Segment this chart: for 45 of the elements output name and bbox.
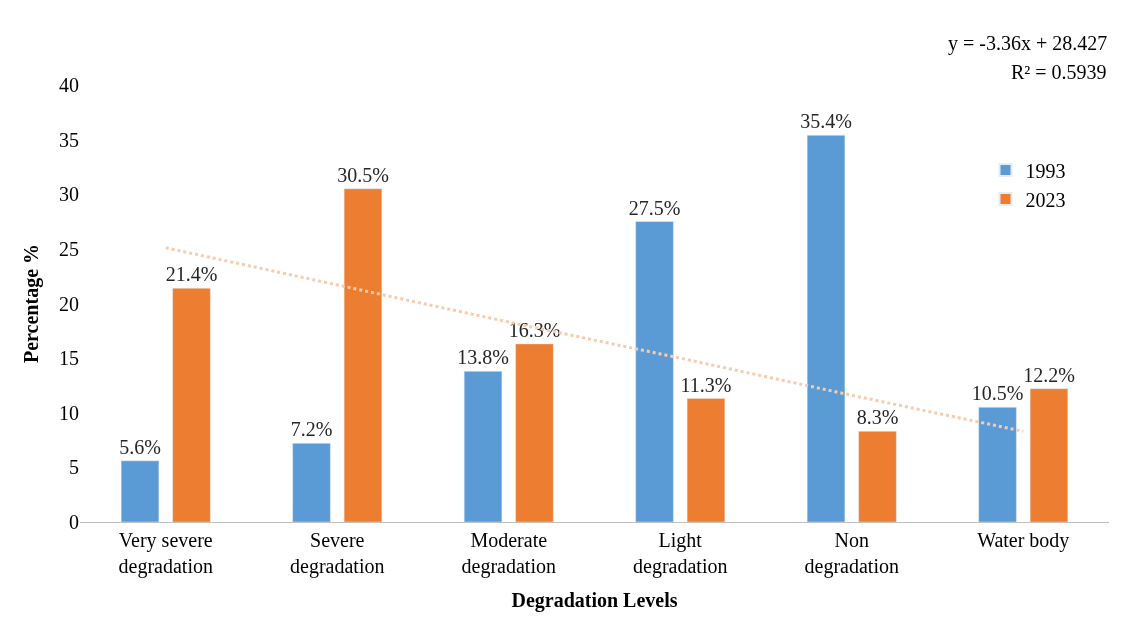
bar bbox=[120, 460, 160, 522]
data-label: 12.2% bbox=[1023, 363, 1075, 386]
bar bbox=[858, 431, 897, 522]
y-tick-label: 5 bbox=[69, 456, 79, 479]
y-tick-label: 0 bbox=[69, 511, 79, 533]
x-tick-label: Moderate degradation bbox=[461, 529, 556, 578]
text: R² = 0.5939 bbox=[1011, 61, 1107, 83]
bar bbox=[463, 370, 503, 522]
x-tick-label: Very severe degradation bbox=[118, 529, 213, 578]
bar bbox=[343, 188, 383, 522]
bar bbox=[806, 135, 846, 522]
x-tick-label: Non degradation bbox=[804, 529, 899, 578]
y-tick-label: 40 bbox=[59, 74, 79, 96]
bar bbox=[635, 221, 674, 522]
legend-label: 1993 bbox=[1025, 159, 1066, 182]
bar bbox=[686, 398, 726, 522]
data-label: 21.4% bbox=[165, 263, 218, 286]
x-tick-label: Light degradation bbox=[633, 529, 728, 578]
data-label: 35.4% bbox=[800, 110, 852, 133]
data-label: 8.3% bbox=[856, 406, 899, 429]
data-label: 11.3% bbox=[680, 373, 732, 396]
bar bbox=[1029, 388, 1069, 522]
bar bbox=[515, 343, 554, 522]
x-tick-label: Water body bbox=[977, 529, 1070, 552]
data-label: 10.5% bbox=[971, 382, 1024, 405]
y-tick-label: 30 bbox=[59, 183, 79, 206]
bar bbox=[978, 407, 1017, 522]
bar bbox=[292, 443, 331, 522]
y-tick-label: 35 bbox=[59, 128, 79, 151]
bar bbox=[172, 287, 211, 522]
y-tick-label: 15 bbox=[59, 347, 79, 370]
y-tick-label: 25 bbox=[59, 237, 79, 260]
data-label: 27.5% bbox=[628, 196, 681, 219]
x-axis-title: Degradation Levels bbox=[511, 588, 678, 612]
data-label: 13.8% bbox=[457, 346, 509, 369]
data-label: 7.2% bbox=[290, 418, 333, 441]
data-label: 30.5% bbox=[337, 163, 389, 186]
text: y = -3.36x + 28.427 bbox=[948, 32, 1108, 55]
y-tick-label: 20 bbox=[59, 292, 79, 315]
y-axis-title: Percentage % bbox=[19, 243, 43, 364]
y-tick-label: 10 bbox=[59, 401, 79, 424]
data-label: 16.3% bbox=[508, 318, 561, 341]
data-label: 5.6% bbox=[119, 435, 161, 458]
legend-label: 2023 bbox=[1025, 188, 1066, 211]
x-tick-label: Severe degradation bbox=[290, 529, 385, 578]
